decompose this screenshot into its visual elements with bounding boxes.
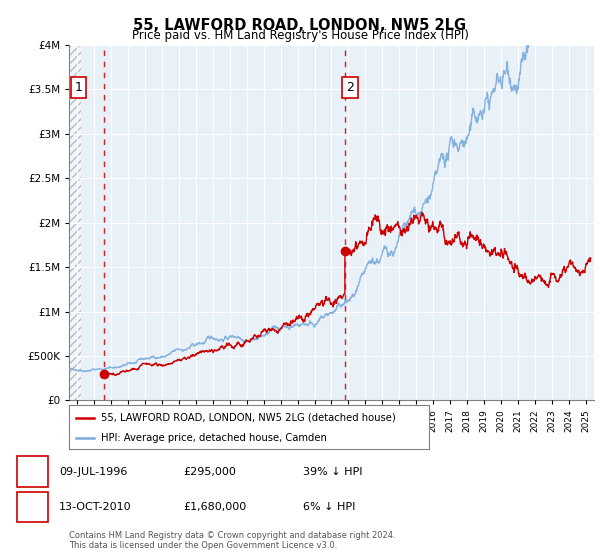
Text: 1: 1 <box>74 81 82 94</box>
Text: 39% ↓ HPI: 39% ↓ HPI <box>303 467 362 477</box>
Bar <box>69 45 81 400</box>
Text: 55, LAWFORD ROAD, LONDON, NW5 2LG: 55, LAWFORD ROAD, LONDON, NW5 2LG <box>133 18 467 33</box>
Text: 09-JUL-1996: 09-JUL-1996 <box>59 467 127 477</box>
Text: HPI: Average price, detached house, Camden: HPI: Average price, detached house, Camd… <box>101 433 327 443</box>
Text: Price paid vs. HM Land Registry's House Price Index (HPI): Price paid vs. HM Land Registry's House … <box>131 29 469 42</box>
Text: £1,680,000: £1,680,000 <box>183 502 246 512</box>
Text: 6% ↓ HPI: 6% ↓ HPI <box>303 502 355 512</box>
Text: 1: 1 <box>28 465 37 479</box>
Text: 13-OCT-2010: 13-OCT-2010 <box>59 502 131 512</box>
Text: 2: 2 <box>28 501 37 514</box>
Text: 55, LAWFORD ROAD, LONDON, NW5 2LG (detached house): 55, LAWFORD ROAD, LONDON, NW5 2LG (detac… <box>101 413 396 423</box>
Text: £295,000: £295,000 <box>183 467 236 477</box>
Text: 2: 2 <box>346 81 354 94</box>
Text: Contains HM Land Registry data © Crown copyright and database right 2024.
This d: Contains HM Land Registry data © Crown c… <box>69 530 395 550</box>
